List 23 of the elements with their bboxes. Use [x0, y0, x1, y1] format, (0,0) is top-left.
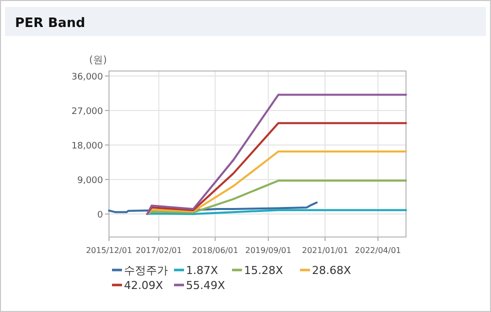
x-tick-label: 2019/09/01	[245, 246, 292, 255]
x-tick-label: 2017/02/01	[136, 246, 182, 255]
y-tick-label: 36,000	[72, 72, 104, 82]
y-tick-label: 27,000	[72, 106, 104, 117]
y-tick-label: 18,000	[72, 141, 104, 152]
line-series	[146, 150, 407, 215]
line-series	[146, 122, 407, 215]
legend-label: 55.49X	[186, 279, 226, 292]
line-series	[146, 94, 407, 215]
x-tick-label: 2021/01/01	[302, 246, 348, 255]
legend-label: 수정주가	[124, 264, 168, 277]
x-tick-label: 2022/04/01	[354, 246, 402, 255]
y-axis-title: (원)	[89, 55, 107, 66]
legend-label: 1.87X	[186, 264, 218, 277]
x-tick-label: 2015/12/01	[86, 246, 132, 255]
legend-label: 42.09X	[124, 279, 164, 292]
x-tick-label: 2018/06/01	[192, 246, 238, 255]
legend-label: 15.28X	[244, 264, 284, 277]
chart-title: PER Band	[15, 16, 86, 31]
y-tick-label: 0	[97, 210, 104, 220]
line-series	[146, 180, 407, 215]
legend-label: 28.68X	[312, 264, 352, 277]
y-tick-label: 9,000	[77, 176, 104, 186]
